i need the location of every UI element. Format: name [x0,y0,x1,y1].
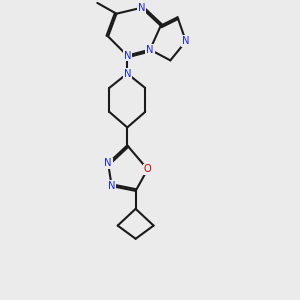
Text: N: N [124,51,131,61]
Text: N: N [138,3,146,13]
Text: N: N [124,69,131,79]
Text: O: O [144,164,152,174]
Text: N: N [104,158,112,168]
Text: N: N [108,181,116,191]
Text: N: N [182,36,190,46]
Text: N: N [146,45,154,55]
